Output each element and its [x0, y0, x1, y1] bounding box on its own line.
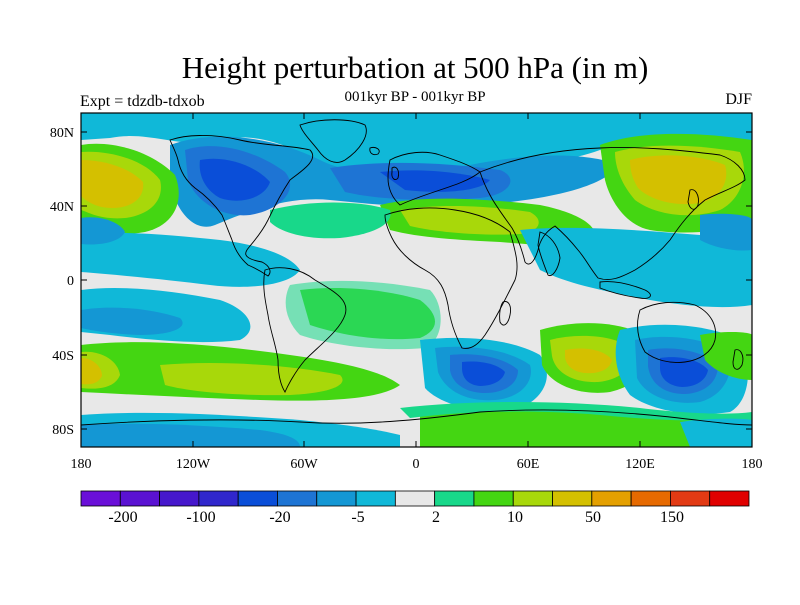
north-america-coast — [169, 135, 313, 277]
lon-label: 0 — [413, 457, 420, 472]
greenland-coast — [299, 119, 367, 163]
lat-label: 0 — [67, 274, 74, 289]
indonesia-coast — [599, 281, 651, 299]
height-field — [81, 113, 752, 447]
antarctic-east-blue — [680, 418, 752, 447]
india-coast — [537, 231, 561, 277]
colorbar-box — [355, 490, 396, 507]
asia-gold — [630, 155, 727, 205]
colorbar-box — [316, 490, 357, 507]
lat-label: 80S — [52, 423, 74, 438]
lon-ticks — [80, 113, 753, 447]
colorbar-box — [198, 490, 239, 507]
arctic-blue-band — [81, 113, 752, 188]
new-zealand-coast — [732, 349, 744, 370]
lat-labels: 80N 40N 0 40S 80S — [50, 126, 74, 438]
lon-label: 60E — [517, 457, 540, 472]
colorbar-box — [394, 490, 436, 507]
colorbar-labels: -200 -100 -20 -5 2 10 50 150 — [108, 509, 684, 526]
colorbar-box — [552, 490, 593, 507]
africa-coast — [384, 207, 518, 349]
colorbar-label: 50 — [585, 509, 601, 526]
eurasia-deep-blue — [380, 170, 490, 192]
colorbar-box — [473, 490, 514, 507]
colorbar-box — [237, 490, 278, 507]
iceland-coast — [369, 147, 380, 156]
lon-label: 120W — [176, 457, 211, 472]
australia-south-deep-core — [660, 357, 708, 387]
colorbar-label: -5 — [351, 509, 364, 526]
colorbar-box — [670, 490, 711, 507]
colorbar-box — [709, 490, 750, 507]
lat-label: 40N — [50, 200, 74, 215]
colorbar-box — [80, 490, 121, 507]
colorbar-label: 150 — [660, 509, 684, 526]
colorbar-box — [512, 490, 553, 507]
season-label: DJF — [725, 91, 752, 108]
south-pacific-mid-blue — [81, 307, 183, 335]
south-pacific-west-gold — [81, 358, 102, 385]
north-pacific-gold — [81, 160, 144, 208]
north-america-deep-blue — [199, 158, 270, 201]
south-america-coast — [263, 267, 347, 393]
south-indian-gold — [565, 348, 612, 374]
colorbar-box — [630, 490, 671, 507]
madagascar-coast — [499, 301, 511, 326]
plot-title: Height perturbation at 500 hPa (in m) — [181, 50, 649, 85]
southeast-pacific-green — [700, 331, 752, 380]
experiment-label: Expt = tdzdb-tdxob — [80, 93, 205, 110]
australia-coast — [637, 301, 717, 363]
south-atlantic-mint — [285, 280, 441, 350]
tropical-pacific-blue — [81, 232, 300, 287]
colorbar-label: 10 — [507, 509, 523, 526]
lon-label: 60W — [290, 457, 318, 472]
lat-ticks — [81, 131, 752, 430]
colorbar-box — [434, 490, 475, 507]
antarctic-mid-blue — [81, 423, 300, 447]
antarctica-coast — [81, 409, 752, 426]
colorbar-box — [159, 490, 200, 507]
south-indian-deep-core — [462, 361, 505, 386]
plot-subtitle: 001kyr BP - 001kyr BP — [344, 89, 486, 105]
uk-coast — [391, 166, 399, 181]
colorbar-label: -20 — [269, 509, 290, 526]
indian-ocean-blue — [520, 227, 752, 308]
lat-label: 80N — [50, 126, 74, 141]
colorbar-box — [591, 490, 632, 507]
antarctic-green — [420, 407, 752, 447]
colorbar-label: -200 — [108, 509, 137, 526]
colorbar-box — [119, 490, 160, 507]
japan-coast — [687, 189, 699, 210]
east-pacific-blue — [700, 213, 752, 251]
colorbar-label: 2 — [432, 509, 440, 526]
lat-label: 40S — [52, 349, 74, 364]
lon-label: 180 — [742, 457, 763, 472]
lon-label: 180 — [71, 457, 92, 472]
colorbar — [80, 490, 750, 507]
atlantic-mint — [270, 202, 391, 239]
asia-coast — [479, 147, 746, 281]
colorbar-box — [277, 490, 318, 507]
lon-labels: 180 120W 60W 0 60E 120E 180 — [71, 457, 763, 472]
europe-coast — [387, 151, 481, 206]
lon-label: 120E — [625, 457, 655, 472]
colorbar-label: -100 — [186, 509, 215, 526]
tropical-pacific-mid-blue — [81, 217, 125, 245]
coastlines — [81, 119, 752, 426]
